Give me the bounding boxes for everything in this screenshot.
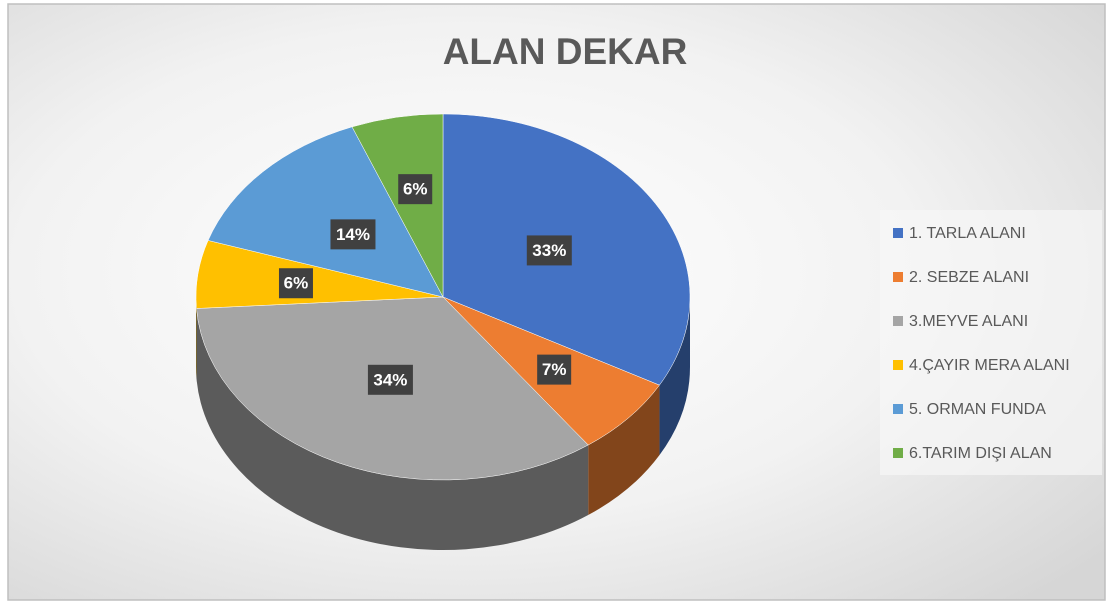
slice-side — [196, 308, 589, 551]
data-label-box — [330, 219, 376, 250]
legend-swatch — [893, 272, 903, 282]
legend-label: 6.TARIM DIŞI ALAN — [909, 445, 1052, 462]
data-label: 7% — [542, 360, 567, 379]
legend-label: 1. TARLA ALANI — [909, 225, 1026, 242]
legend-swatch — [893, 448, 903, 458]
slice — [351, 113, 444, 298]
data-label-box — [398, 174, 433, 205]
data-label-box — [278, 268, 313, 299]
data-label: 6% — [403, 180, 428, 199]
slice-side — [659, 297, 690, 456]
legend-swatch — [893, 316, 903, 326]
legend-swatch — [893, 228, 903, 238]
legend-swatch — [893, 404, 903, 414]
legend-swatch — [893, 360, 903, 370]
legend-label: 5. ORMAN FUNDA — [909, 401, 1046, 418]
data-label: 6% — [284, 274, 309, 293]
data-label-box — [526, 235, 572, 266]
slice-side — [588, 385, 660, 516]
legend-label: 3.MEYVE ALANI — [909, 313, 1028, 330]
data-label-box — [537, 354, 572, 385]
chart-title: ALAN DEKAR — [443, 31, 688, 72]
legend-box — [880, 210, 1102, 475]
data-label: 33% — [532, 241, 566, 260]
data-label-box — [367, 364, 413, 395]
data-label: 34% — [373, 370, 407, 389]
data-label: 14% — [336, 225, 370, 244]
legend-label: 2. SEBZE ALANI — [909, 269, 1029, 286]
legend-label: 4.ÇAYIR MERA ALANI — [909, 357, 1070, 374]
slice — [207, 126, 444, 298]
